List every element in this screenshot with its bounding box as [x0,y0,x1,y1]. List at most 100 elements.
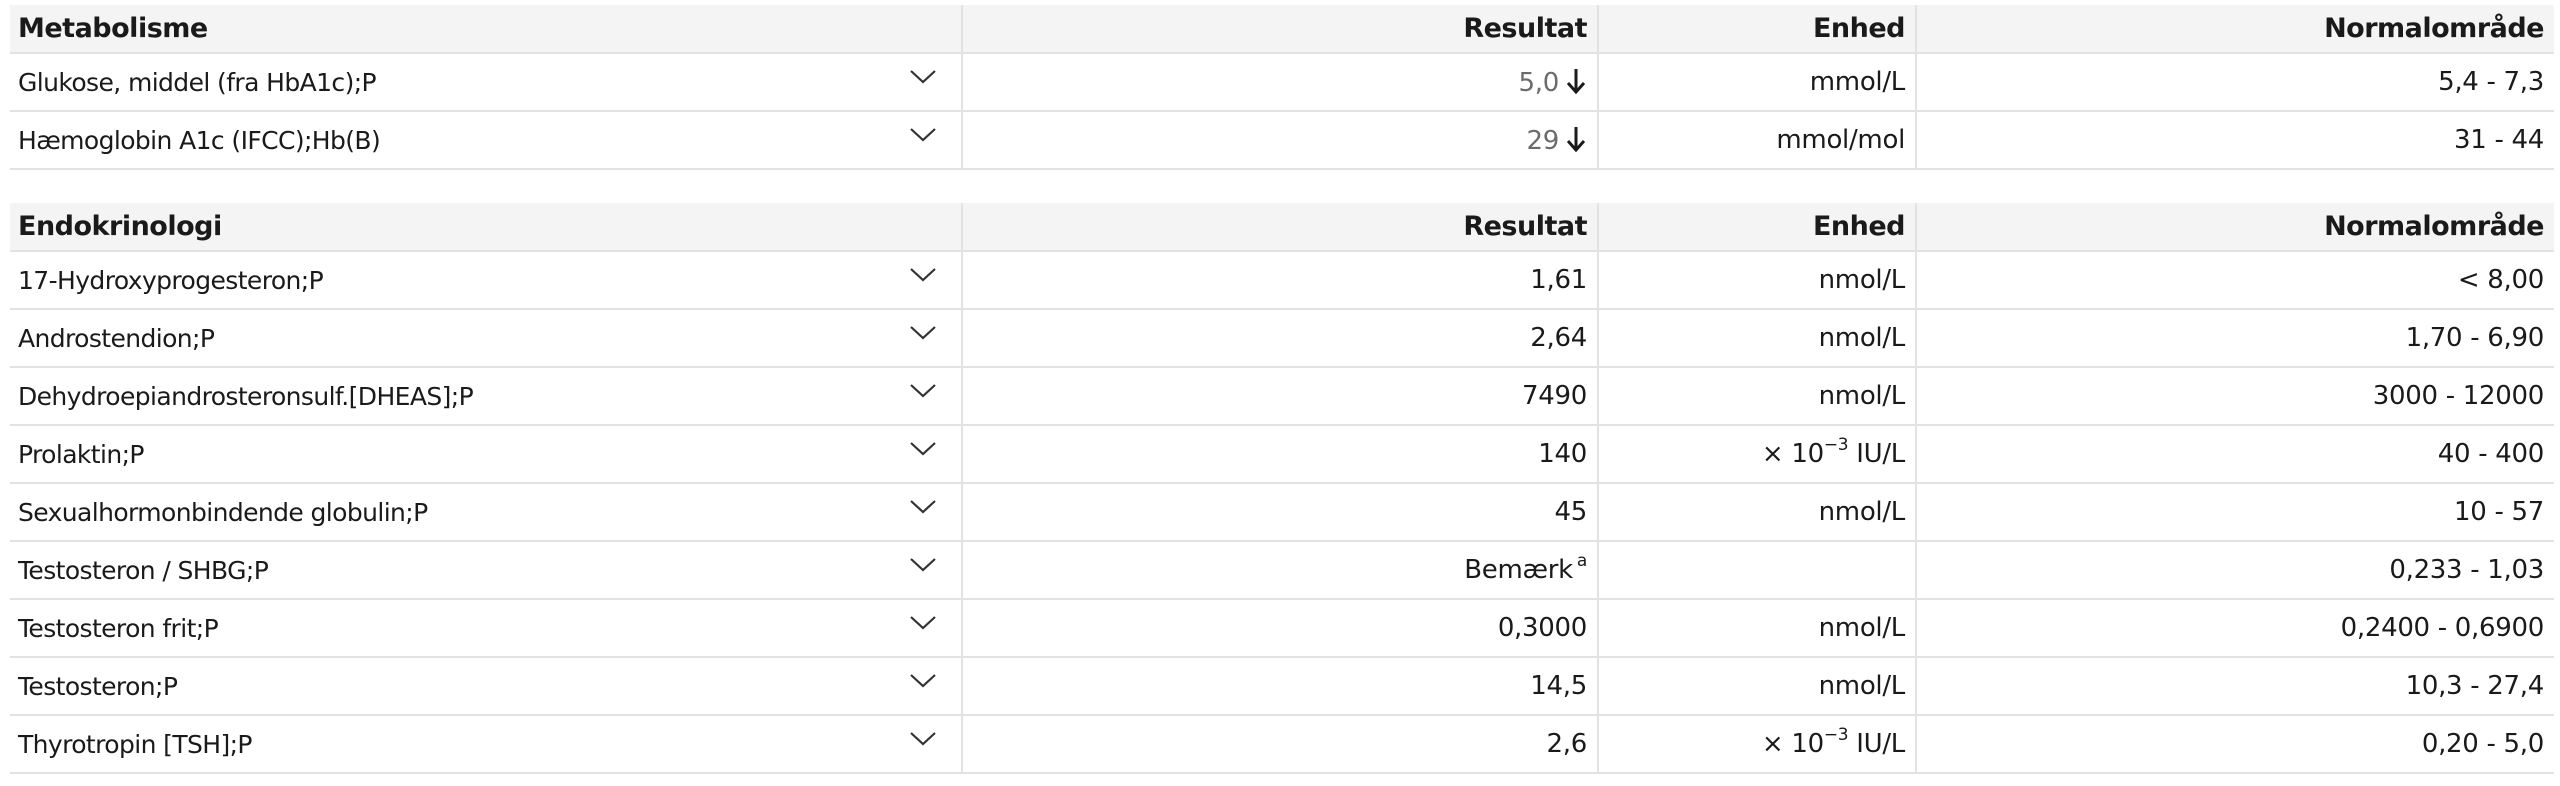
column-header-range: Normalområde [1915,203,2554,252]
unit-suffix: IU/L [1848,729,1905,759]
result-value: 5,0 [1518,67,1560,98]
result-value: 29 [1526,125,1560,156]
unit-suffix: IU/L [1848,439,1905,469]
test-name: Androstendion;P [18,323,215,353]
test-name-cell: Androstendion;P [10,309,962,368]
section-metabolisme: Metabolisme Resultat Enhed Normalområde … [10,5,2554,170]
chevron-down-icon[interactable] [909,68,937,86]
chevron-down-icon[interactable] [909,730,937,748]
section-title: Metabolisme [10,5,962,54]
unit-exponent: −3 [1823,725,1849,745]
chevron-down-icon[interactable] [909,498,937,516]
test-name-cell: Prolaktin;P [10,425,962,484]
test-name: Prolaktin;P [18,439,145,469]
table-row[interactable]: Testosteron;P 14,5 nmol/L 10,3 - 27,4 [10,657,2554,716]
table-row[interactable]: Prolaktin;P 140 × 10−3 IU/L 40 - 400 [10,425,2554,484]
chevron-down-icon[interactable] [909,672,937,690]
section-endokrinologi: Endokrinologi Resultat Enhed Normalområd… [10,203,2554,774]
result-value: Bemærk [1464,555,1573,585]
test-name-cell: Sexualhormonbindende globulin;P [10,483,962,542]
chevron-down-icon[interactable] [909,324,937,342]
result-cell: 14,5 [961,657,1598,716]
unit-prefix: × 10 [1761,439,1824,469]
test-name: Sexualhormonbindende globulin;P [18,497,428,527]
chevron-down-icon[interactable] [909,614,937,632]
unit-cell [1597,541,1916,600]
unit-cell: × 10−3 IU/L [1597,715,1916,774]
unit-cell: nmol/L [1597,251,1916,310]
test-name: Hæmoglobin A1c (IFCC);Hb(B) [18,125,381,155]
test-name: Testosteron;P [18,671,178,701]
unit-cell: × 10−3 IU/L [1597,425,1916,484]
unit-exponent: −3 [1823,435,1849,455]
test-name: Thyrotropin [TSH];P [18,729,253,759]
column-header-result: Resultat [961,5,1598,54]
chevron-down-icon[interactable] [909,126,937,144]
result-cell: 5,0 [961,53,1598,112]
test-name-cell: Testosteron frit;P [10,599,962,658]
table-row[interactable]: Thyrotropin [TSH];P 2,6 × 10−3 IU/L 0,20… [10,715,2554,774]
range-cell: 0,2400 - 0,6900 [1915,599,2554,658]
section-title: Endokrinologi [10,203,962,252]
result-cell: Bemærk a [961,541,1598,600]
column-header-unit: Enhed [1597,5,1916,54]
table-row[interactable]: Testosteron / SHBG;P Bemærk a 0,233 - 1,0… [10,541,2554,600]
result-cell: 140 [961,425,1598,484]
unit-cell: mmol/L [1597,53,1916,112]
test-name: Testosteron / SHBG;P [18,555,269,585]
range-cell: 10 - 57 [1915,483,2554,542]
table-row[interactable]: Androstendion;P 2,64 nmol/L 1,70 - 6,90 [10,309,2554,368]
test-name-cell: Hæmoglobin A1c (IFCC);Hb(B) [10,111,962,170]
table-row[interactable]: Dehydroepiandrosteronsulf.[DHEAS];P 7490… [10,367,2554,426]
unit-cell: nmol/L [1597,599,1916,658]
result-cell: 0,3000 [961,599,1598,658]
result-cell: 2,64 [961,309,1598,368]
range-cell: 0,233 - 1,03 [1915,541,2554,600]
column-header-range: Normalområde [1915,5,2554,54]
column-header-result: Resultat [961,203,1598,252]
unit-cell: nmol/L [1597,367,1916,426]
chevron-down-icon[interactable] [909,382,937,400]
table-row[interactable]: Testosteron frit;P 0,3000 nmol/L 0,2400 … [10,599,2554,658]
range-cell: 0,20 - 5,0 [1915,715,2554,774]
range-cell: 3000 - 12000 [1915,367,2554,426]
unit-cell: mmol/mol [1597,111,1916,170]
test-name-cell: Thyrotropin [TSH];P [10,715,962,774]
table-row[interactable]: Sexualhormonbindende globulin;P 45 nmol/… [10,483,2554,542]
range-cell: < 8,00 [1915,251,2554,310]
test-name-cell: Testosteron / SHBG;P [10,541,962,600]
unit-cell: nmol/L [1597,657,1916,716]
test-name-cell: Glukose, middel (fra HbA1c);P [10,53,962,112]
arrow-down-icon [1566,68,1586,94]
chevron-down-icon[interactable] [909,266,937,284]
footnote-marker[interactable]: a [1576,551,1587,571]
result-cell: 29 [961,111,1598,170]
test-name: 17-Hydroxyprogesteron;P [18,265,324,295]
table-row[interactable]: Glukose, middel (fra HbA1c);P 5,0 mmol/L… [10,53,2554,112]
range-cell: 40 - 400 [1915,425,2554,484]
result-cell: 7490 [961,367,1598,426]
table-row[interactable]: Hæmoglobin A1c (IFCC);Hb(B) 29 mmol/mol … [10,111,2554,170]
column-header-unit: Enhed [1597,203,1916,252]
test-name-cell: 17-Hydroxyprogesteron;P [10,251,962,310]
test-name: Dehydroepiandrosteronsulf.[DHEAS];P [18,381,474,411]
result-cell: 1,61 [961,251,1598,310]
table-row[interactable]: 17-Hydroxyprogesteron;P 1,61 nmol/L < 8,… [10,251,2554,310]
result-cell: 2,6 [961,715,1598,774]
table-header-row: Metabolisme Resultat Enhed Normalområde [10,5,2554,54]
range-cell: 5,4 - 7,3 [1915,53,2554,112]
test-name-cell: Testosteron;P [10,657,962,716]
chevron-down-icon[interactable] [909,556,937,574]
range-cell: 1,70 - 6,90 [1915,309,2554,368]
unit-prefix: × 10 [1761,729,1824,759]
endokrinologi-table: Endokrinologi Resultat Enhed Normalområd… [10,203,2554,774]
unit-cell: nmol/L [1597,309,1916,368]
arrow-down-icon [1566,126,1586,152]
range-cell: 10,3 - 27,4 [1915,657,2554,716]
range-cell: 31 - 44 [1915,111,2554,170]
result-cell: 45 [961,483,1598,542]
test-name: Testosteron frit;P [18,613,219,643]
test-name: Glukose, middel (fra HbA1c);P [18,67,377,97]
chevron-down-icon[interactable] [909,440,937,458]
